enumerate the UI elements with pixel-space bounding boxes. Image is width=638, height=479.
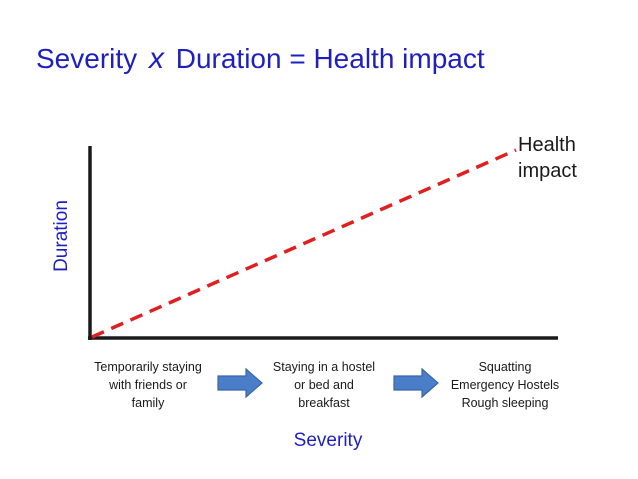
progression-arrow-1 [217,367,263,399]
stage-line: or bed and [294,378,354,392]
health-impact-label-line1: Health [518,134,576,156]
title-severity: Severity [36,43,138,74]
stage-rough-sleeping: Squatting Emergency Hostels Rough sleepi… [425,358,585,412]
health-impact-label-line2: impact [518,160,577,182]
stage-line: with friends or [109,378,187,392]
title-rest: Duration = Health impact [175,43,485,74]
page-title: Severity x Duration = Health impact [36,44,485,74]
stage-temporarily-staying: Temporarily staying with friends or fami… [68,358,228,412]
progression-arrow-2 [393,367,439,399]
y-axis-label: Duration [51,200,72,272]
stage-line: Squatting [478,360,532,374]
stage-line: Temporarily staying [94,360,202,374]
stage-line: breakfast [298,396,350,410]
stage-hostel-or-bnb: Staying in a hostel or bed and breakfast [244,358,404,412]
stage-line: family [131,396,165,410]
health-impact-line [91,148,517,339]
stage-line: Emergency Hostels [450,378,560,392]
stage-line: Staying in a hostel [272,360,376,374]
health-impact-label: Health impact [518,132,577,184]
stage-line: Rough sleeping [461,396,549,410]
x-axis-label: Severity [293,430,363,451]
title-operator: x [148,42,164,75]
